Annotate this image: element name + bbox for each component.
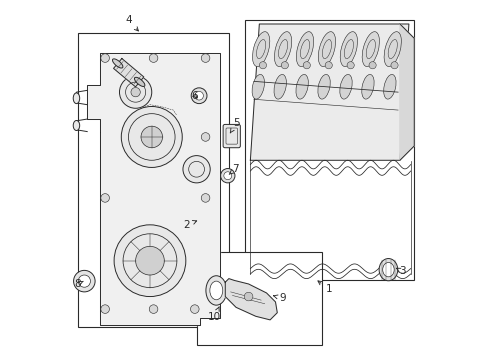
Ellipse shape [362, 75, 374, 99]
Ellipse shape [318, 75, 330, 99]
Circle shape [347, 62, 354, 69]
Ellipse shape [296, 32, 314, 67]
Ellipse shape [340, 32, 358, 67]
FancyBboxPatch shape [223, 125, 240, 148]
Circle shape [220, 168, 235, 183]
Ellipse shape [206, 276, 227, 305]
Circle shape [149, 54, 158, 62]
Polygon shape [250, 24, 409, 160]
Circle shape [391, 62, 398, 69]
Circle shape [149, 305, 158, 314]
Text: 6: 6 [192, 91, 198, 101]
Circle shape [191, 305, 199, 314]
Circle shape [136, 246, 164, 275]
Circle shape [120, 76, 152, 108]
Text: 7: 7 [229, 164, 239, 174]
Text: 4: 4 [125, 15, 138, 31]
Ellipse shape [252, 75, 265, 99]
Ellipse shape [73, 121, 80, 131]
Circle shape [201, 133, 210, 141]
Polygon shape [225, 279, 277, 320]
Ellipse shape [383, 262, 394, 277]
Ellipse shape [113, 59, 123, 68]
Circle shape [195, 91, 203, 100]
Ellipse shape [73, 93, 80, 104]
Ellipse shape [274, 75, 286, 99]
Ellipse shape [134, 77, 145, 86]
Ellipse shape [362, 32, 379, 67]
Circle shape [74, 270, 95, 292]
Ellipse shape [274, 32, 292, 67]
Circle shape [141, 126, 163, 148]
Bar [196, 252, 322, 345]
Circle shape [201, 194, 210, 202]
Ellipse shape [210, 281, 223, 300]
Text: 1: 1 [318, 281, 333, 294]
Circle shape [303, 62, 310, 69]
Circle shape [114, 225, 186, 297]
Polygon shape [114, 59, 144, 87]
Ellipse shape [340, 75, 352, 99]
Circle shape [259, 62, 267, 69]
Circle shape [122, 107, 182, 167]
Text: 3: 3 [396, 266, 406, 276]
Circle shape [281, 62, 289, 69]
Circle shape [245, 292, 253, 301]
Circle shape [101, 305, 109, 314]
Text: 8: 8 [74, 279, 83, 289]
Ellipse shape [252, 32, 270, 67]
Circle shape [325, 62, 332, 69]
Circle shape [201, 54, 210, 62]
Polygon shape [400, 24, 414, 160]
Ellipse shape [379, 258, 398, 281]
Text: 10: 10 [208, 307, 221, 322]
Circle shape [369, 62, 376, 69]
Circle shape [224, 172, 232, 180]
Circle shape [191, 88, 207, 104]
Ellipse shape [318, 32, 336, 67]
Text: 9: 9 [273, 293, 286, 303]
Polygon shape [87, 53, 220, 325]
Bar [245, 21, 414, 280]
Circle shape [101, 54, 109, 62]
Bar [78, 33, 229, 327]
Text: 2: 2 [184, 220, 196, 230]
Text: 5: 5 [230, 118, 240, 133]
Circle shape [183, 156, 210, 183]
Ellipse shape [384, 75, 396, 99]
Circle shape [101, 194, 109, 202]
Ellipse shape [384, 32, 401, 67]
Ellipse shape [296, 75, 308, 99]
Circle shape [78, 275, 91, 287]
Circle shape [131, 87, 140, 97]
